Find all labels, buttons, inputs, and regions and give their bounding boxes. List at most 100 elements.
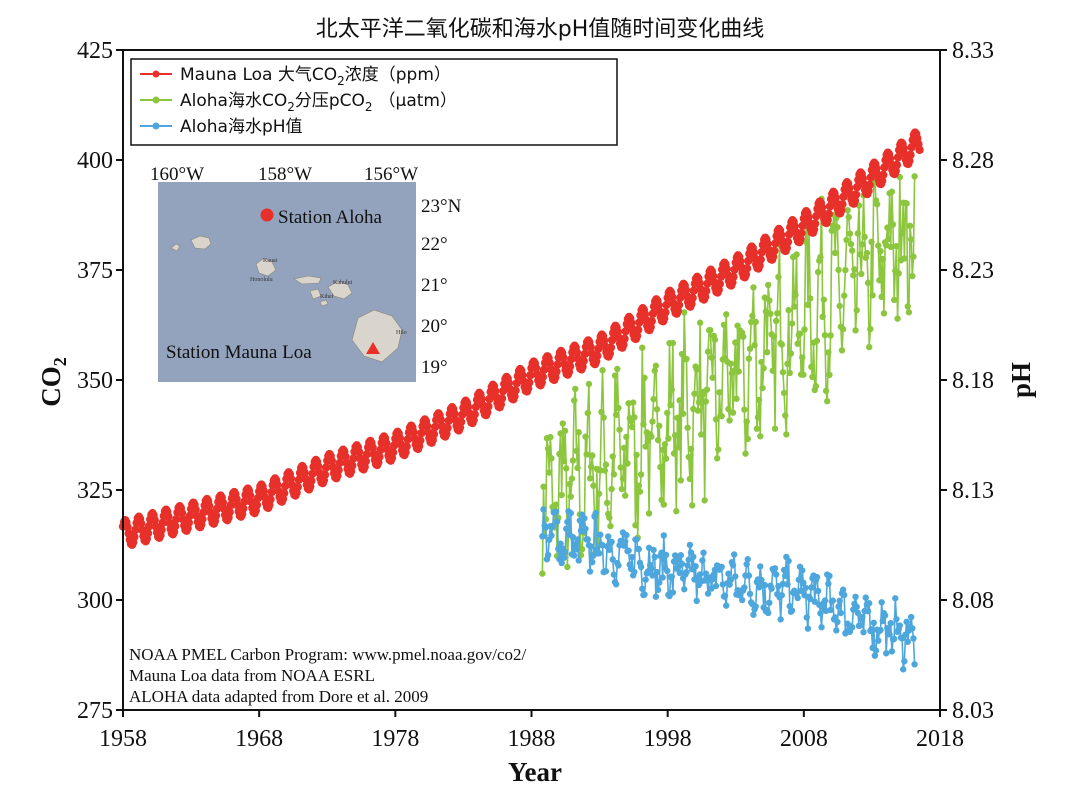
ph-point (552, 508, 560, 515)
pco2-point (865, 343, 873, 351)
pco2-point (569, 457, 577, 464)
pco2-point (778, 341, 786, 348)
legend-label-ph: Aloha海水pH值 (180, 117, 303, 137)
co2-point (771, 239, 780, 248)
pco2-point (602, 461, 610, 468)
co2-point (553, 360, 562, 369)
pco2-point (657, 463, 664, 471)
pco2-point (880, 310, 888, 317)
pco2-point (844, 206, 851, 214)
ph-point (606, 546, 613, 553)
pco2-point (607, 522, 614, 530)
island-molokai (293, 275, 322, 285)
map-lon-label-158w: 158°W (258, 164, 312, 185)
ph-point (782, 572, 789, 579)
pco2-point (828, 227, 835, 234)
map-lat-label-19: 19° (421, 357, 448, 378)
pco2-point (846, 230, 854, 237)
legend: Mauna Loa 大气CO2浓度（ppm） Aloha海水CO2分压pCO2 （… (130, 58, 618, 146)
ph-point (799, 567, 806, 574)
y2-tick-label: 8.18 (952, 368, 994, 394)
ph-point (893, 615, 900, 623)
pco2-point (782, 412, 789, 419)
ph-point (553, 518, 561, 525)
co2-point (443, 423, 452, 433)
pco2-point (841, 292, 848, 299)
pco2-point (863, 249, 871, 257)
co2-point (184, 518, 194, 527)
pco2-point (809, 373, 816, 381)
pco2-point (693, 366, 700, 373)
ph-point (676, 569, 683, 577)
pco2-point (910, 253, 917, 260)
ph-point (718, 563, 725, 571)
ph-point (757, 563, 764, 570)
co2-point (511, 386, 520, 395)
ph-point (664, 567, 671, 575)
pco2-point (752, 318, 759, 326)
pco2-point (898, 229, 906, 237)
pco2-point (885, 235, 892, 243)
pco2-point (696, 319, 704, 326)
co2-point (757, 247, 767, 257)
ph-point (746, 590, 754, 598)
co2-point (456, 417, 466, 427)
legend-marker-ph (152, 122, 160, 130)
pco2-point (763, 348, 771, 356)
ph-point (710, 571, 717, 578)
ph-point (605, 533, 612, 540)
co2-point (526, 371, 535, 380)
pco2-point (558, 491, 565, 499)
ph-point (639, 585, 646, 592)
pco2-point (812, 382, 820, 390)
co2-point (361, 457, 371, 466)
co2-point (150, 515, 159, 525)
co2-point (485, 394, 494, 404)
co2-point (892, 160, 902, 170)
pco2-point (856, 251, 864, 258)
pco2-point (890, 296, 898, 304)
co2-point (756, 255, 765, 264)
pco2-point (548, 455, 555, 462)
pco2-point (618, 485, 626, 493)
pco2-point (869, 292, 876, 299)
ph-point (586, 568, 594, 575)
ph-point (777, 616, 784, 623)
co2-point (730, 265, 739, 274)
pco2-point (561, 427, 569, 435)
co2-point (376, 445, 385, 454)
co2-point (606, 343, 616, 352)
pco2-point (836, 302, 843, 310)
pco2-point (716, 389, 723, 396)
ph-point (635, 545, 643, 553)
y-tick-label: 350 (77, 368, 113, 394)
pco2-point (907, 236, 915, 243)
pco2-point (582, 433, 589, 440)
map-island-label-kahului: Kahului (333, 280, 353, 286)
pco2-point (698, 431, 705, 438)
co2-point (703, 279, 712, 288)
pco2-point (851, 266, 858, 273)
co2-point (198, 514, 207, 524)
co2-point (450, 409, 459, 418)
ph-point (859, 613, 866, 621)
pco2-point (620, 444, 628, 452)
co2-point (368, 443, 377, 452)
ph-point (848, 624, 856, 631)
pco2-point (727, 360, 734, 367)
pco2-point (845, 213, 852, 221)
map-lon-label-160w: 160°W (150, 164, 204, 185)
co2-point (675, 293, 685, 302)
island-maui (327, 280, 353, 300)
pco2-point (608, 485, 615, 493)
series-ph (539, 506, 918, 673)
pco2-point (839, 325, 847, 333)
pco2-point (735, 368, 742, 375)
co2-point (620, 334, 629, 343)
pco2-point (570, 397, 578, 404)
co2-point (866, 173, 875, 182)
co2-point (825, 202, 835, 211)
co2-point (839, 192, 848, 201)
pco2-point (606, 514, 613, 521)
y-tick-label: 425 (77, 38, 113, 64)
